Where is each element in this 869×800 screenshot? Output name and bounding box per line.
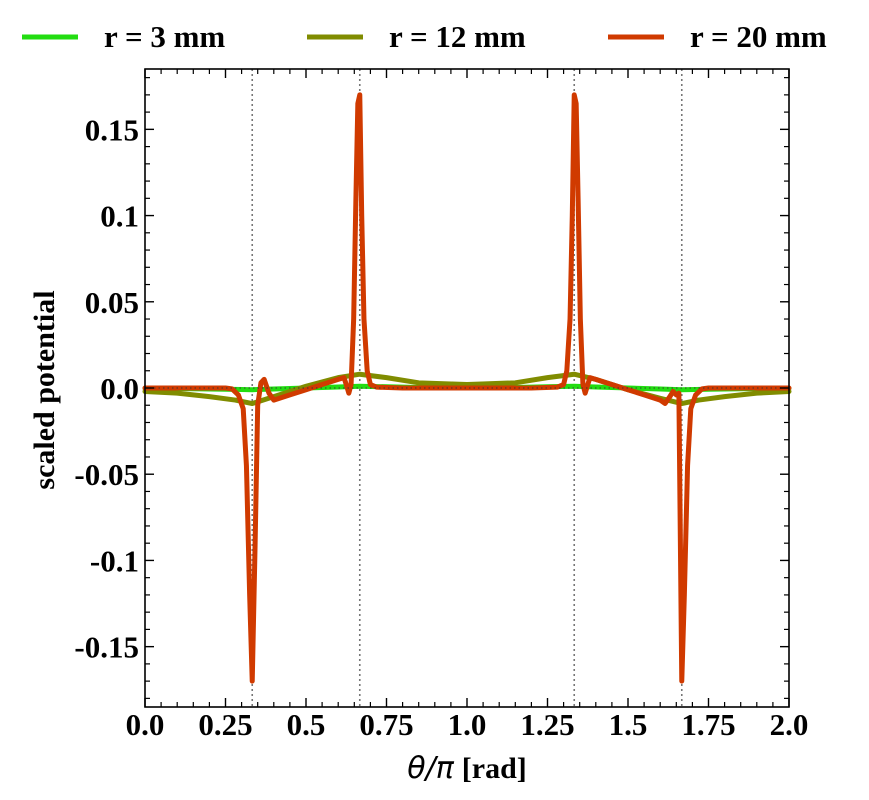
x-tick-label: 2.0 [770,707,809,742]
x-tick-label: 1.5 [609,707,648,742]
legend-label-1: r = 12 mm [389,19,526,54]
x-axis-title: θ/π [rad] [407,751,527,786]
y-tick-label: 0.15 [85,112,139,147]
y-axis-title: scaled potential [28,290,61,489]
y-tick-label: -0.1 [90,543,139,578]
series-line-2 [142,92,792,684]
x-tick-label: 0.5 [287,707,326,742]
legend-label-0: r = 3 mm [104,19,225,54]
x-tick-label: 1.0 [448,707,487,742]
x-tick-label: 0.25 [198,707,252,742]
x-axis-symbol: θ/π [407,751,454,786]
legend: r = 3 mm r = 12 mm r = 20 mm [22,19,827,54]
legend-label-2: r = 20 mm [690,19,827,54]
series-line-1 [142,371,792,407]
y-tick-label: 0.0 [100,371,139,406]
x-tick-label: 0.0 [126,707,165,742]
plot-lines [142,92,792,684]
y-tick-label: -0.15 [74,630,139,665]
x-axis-unit: [rad] [462,752,527,785]
axis-ticks: 0.0 0.25 0.5 0.75 1.0 1.25 1.5 1.75 2.0 0.15 0.1 0.… [74,69,808,742]
x-tick-label: 0.75 [359,707,413,742]
y-tick-label: -0.05 [74,457,139,492]
x-tick-label: 1.25 [520,707,574,742]
y-tick-label: 0.1 [100,199,139,234]
x-tick-label: 1.75 [681,707,735,742]
y-tick-label: 0.05 [85,285,139,320]
